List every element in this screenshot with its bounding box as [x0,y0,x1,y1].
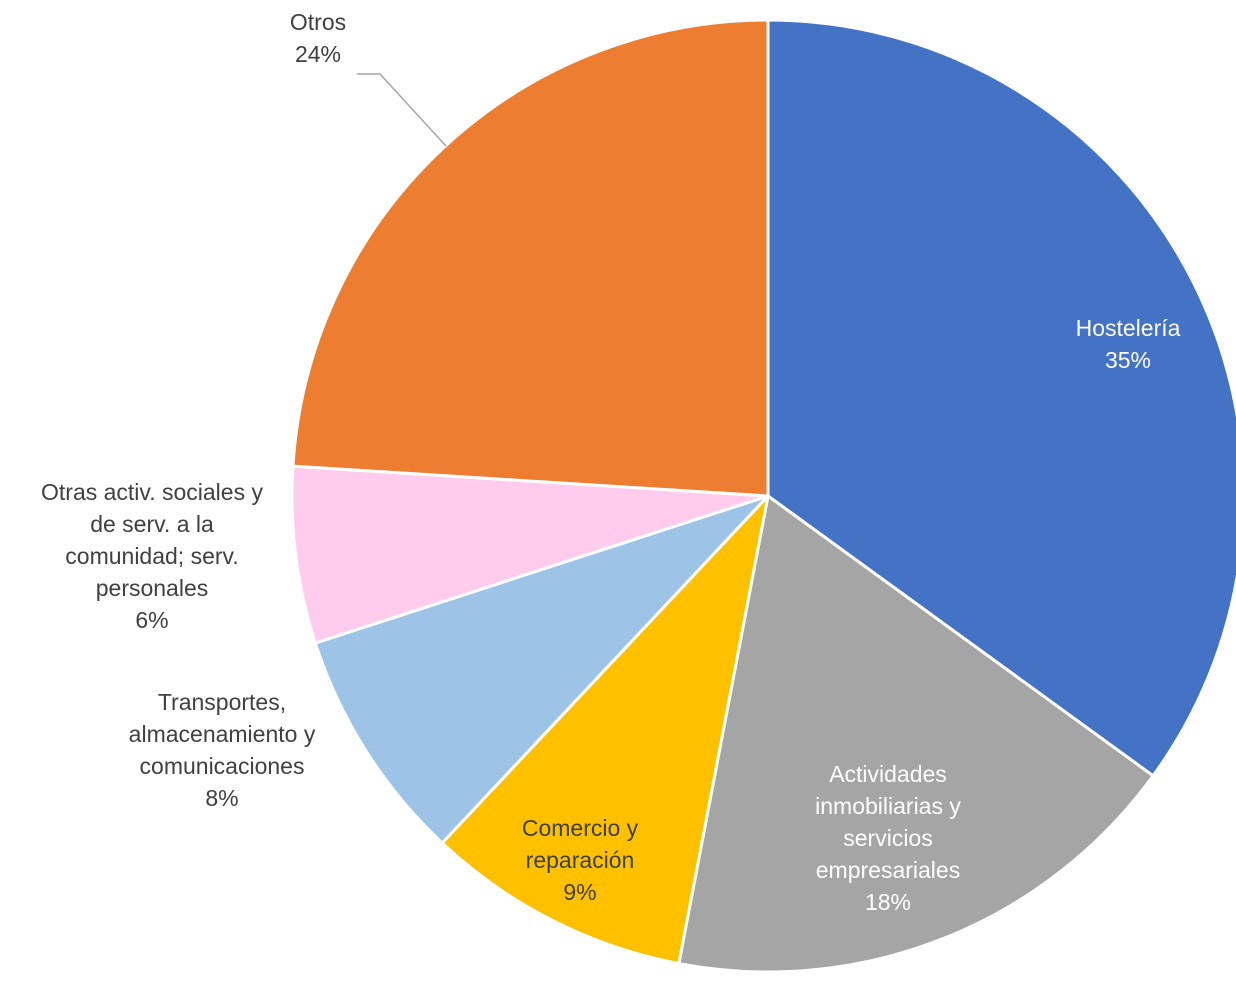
slice-label-6: Otros 24% [290,9,346,67]
leader-lines [357,73,447,147]
slice-category-text: inmobiliarias y [815,793,961,819]
slice-label-2: Actividades inmobiliarias y servicios empre… [815,761,961,915]
slice-value-text: 6% [135,607,168,633]
slice-category-text: reparación [526,847,635,873]
slice-category-text: Hostelería [1076,315,1181,341]
pie-slice-5 [290,464,770,645]
slice-category-text: Actividades [829,761,947,787]
slice-category-text: empresariales [816,857,960,883]
slice-value-text: 24% [295,41,341,67]
leader-line-otros [357,73,447,147]
slice-value-text: 35% [1105,347,1151,373]
pie-slices [290,18,1236,974]
slice-category-text: Comercio y [522,815,639,841]
slice-category-text: Otras activ. sociales y [41,479,263,505]
slice-category-text: comunidad; serv. [65,543,238,569]
slice-category-text: Otros [290,9,346,35]
pie-slice-1 [766,18,1236,778]
slice-value-text: 9% [563,879,596,905]
slice-value-text: 8% [205,785,238,811]
slice-category-text: comunicaciones [140,753,305,779]
slice-label-3: Comercio y reparación 9% [522,815,639,905]
slice-value-text: 18% [865,889,911,915]
slice-category-text: servicios [843,825,932,851]
slice-label-1: Hostelería 35% [1076,315,1181,373]
pie-slice-6 [291,18,770,498]
slice-category-text: Transportes, [158,689,286,715]
slice-category-text: almacenamiento y [129,721,316,747]
pie-slice-2 [677,494,1155,974]
pie-slice-4 [313,494,770,845]
slice-label-5: Otras activ. sociales y de serv. a la comu… [41,479,263,633]
slice-category-text: de serv. a la [90,511,214,537]
slice-category-text: personales [96,575,209,601]
data-labels: Hostelería 35% Actividades inmobiliarias y s… [41,9,1181,915]
slice-label-4: Transportes, almacenamiento y comunicacion… [129,689,316,811]
pie-slice-3 [440,494,770,966]
